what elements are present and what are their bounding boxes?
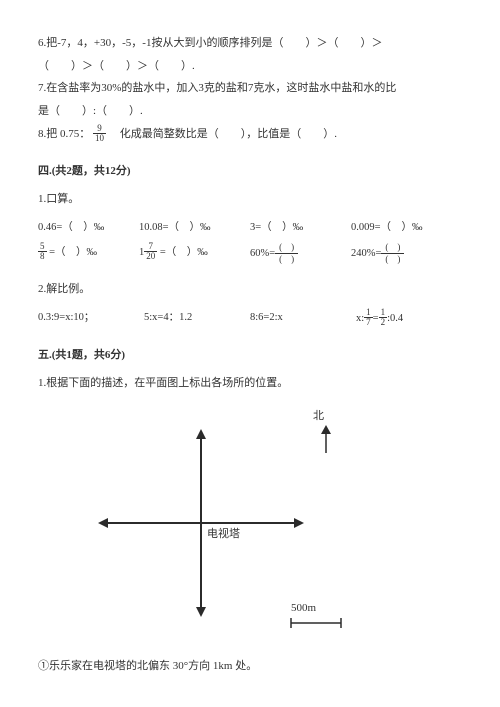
section-4-head: 四.(共2题，共12分): [38, 162, 462, 181]
calc-row-1: 0.46=（ ）‰ 10.08=（ ）‰ 3=（ ）‰ 0.009=（ ）‰: [38, 219, 462, 237]
q7-line2: 是（ ）:（ ）.: [38, 102, 462, 121]
sec4-q1-label: 1.口算。: [38, 190, 462, 209]
prop-c3: 8:6=2:x: [250, 309, 356, 328]
north-arrow-icon: [319, 425, 333, 455]
calc-r1c3: 3=（ ）‰: [250, 219, 351, 237]
calc-r1c2: 10.08=（ ）‰: [139, 219, 250, 237]
sec4-q2-label: 2.解比例。: [38, 280, 462, 299]
r2c3-frac: ( ) ( ): [275, 243, 298, 264]
q8-prefix: 8.把 0.75：: [38, 128, 90, 140]
scale-bar-icon: [289, 617, 345, 629]
q7-line1: 7.在含盐率为30%的盐水中，加入3克的盐和7克水，这时盐水中盐和水的比: [38, 79, 462, 98]
tv-tower-label: 电视塔: [207, 525, 240, 544]
calc-r2c3: 60%= ( ) ( ): [250, 243, 351, 264]
diagram: 北 电视塔 500m: [98, 407, 398, 637]
calc-r2c4: 240%= ( ) ( ): [351, 243, 462, 264]
prop-c2: 5:x=4：1.2: [144, 309, 250, 328]
section-5-head: 五.(共1题，共6分): [38, 346, 462, 365]
r2c4-frac: ( ) ( ): [381, 243, 404, 264]
q8: 8.把 0.75： 9 10 化成最简整数比是（ ），比值是（ ）.: [38, 125, 462, 144]
scale-label: 500m: [291, 599, 316, 618]
prop-c4-f1: 1 7: [364, 308, 373, 327]
q6-line1: 6.把-7，4，+30，-5，-1按从大到小的顺序排列是（ ）＞（ ）＞: [38, 34, 462, 53]
sec5-sub1: ①乐乐家在电视塔的北偏东 30°方向 1km 处。: [38, 657, 462, 676]
prop-c4: x: 1 7 = 1 2 :0.4: [356, 309, 462, 328]
q8-fraction: 9 10: [93, 124, 106, 143]
north-label: 北: [313, 410, 324, 422]
q8-suffix: 化成最简整数比是（ ），比值是（ ）.: [109, 128, 337, 140]
r2c2-frac: 7 20: [144, 242, 157, 261]
calc-r2c1: 5 8 =（ ）‰: [38, 243, 139, 264]
north-indicator: 北: [313, 407, 324, 426]
proportion-row: 0.3:9=x:10； 5:x=4：1.2 8:6=2:x x: 1 7 = 1…: [38, 309, 462, 328]
calc-r1c1: 0.46=（ ）‰: [38, 219, 139, 237]
prop-c1: 0.3:9=x:10；: [38, 309, 144, 328]
q6-line2: （ ）＞（ ）＞（ ）.: [38, 57, 462, 76]
calc-r2c2: 1 7 20 =（ ）‰: [139, 243, 250, 264]
calc-r1c4: 0.009=（ ）‰: [351, 219, 462, 237]
sec5-q1-label: 1.根据下面的描述，在平面图上标出各场所的位置。: [38, 374, 462, 393]
prop-c4-f2: 1 2: [379, 308, 388, 327]
calc-row-2: 5 8 =（ ）‰ 1 7 20 =（ ）‰ 60%= ( ) ( ) 240%…: [38, 243, 462, 264]
r2c1-frac: 5 8: [38, 242, 47, 261]
cross-axes: [98, 429, 308, 619]
